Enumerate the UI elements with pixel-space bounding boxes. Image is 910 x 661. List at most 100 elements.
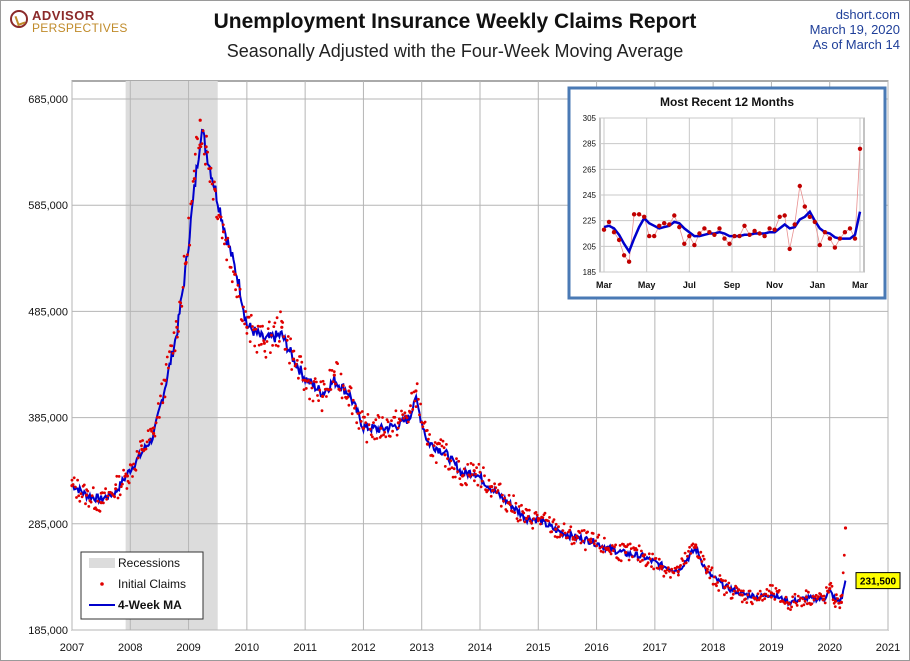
claims-point bbox=[403, 411, 407, 415]
claims-point bbox=[489, 494, 493, 498]
claims-point bbox=[446, 457, 449, 460]
claims-point bbox=[830, 584, 834, 588]
claims-point bbox=[650, 565, 653, 568]
claims-point bbox=[668, 569, 671, 573]
claims-point bbox=[767, 589, 771, 593]
claims-point bbox=[793, 592, 797, 596]
claims-point bbox=[432, 444, 436, 447]
claims-point bbox=[146, 429, 150, 432]
claims-point bbox=[303, 378, 307, 382]
claims-point bbox=[483, 474, 486, 478]
claims-point bbox=[290, 368, 294, 371]
inset-claims-point bbox=[777, 214, 782, 219]
claims-point bbox=[171, 351, 175, 355]
claims-point bbox=[676, 570, 680, 574]
legend-label-recession: Recessions bbox=[118, 556, 180, 570]
claims-point bbox=[682, 562, 686, 566]
claims-point bbox=[423, 420, 427, 424]
source-info: dshort.com March 19, 2020 As of March 14 bbox=[810, 7, 900, 52]
claims-point bbox=[516, 519, 520, 523]
y-tick-label: 485,000 bbox=[28, 306, 68, 318]
claims-point bbox=[578, 531, 582, 534]
claims-point bbox=[456, 470, 459, 474]
claims-point bbox=[156, 402, 160, 405]
claims-point bbox=[350, 412, 354, 416]
claims-point bbox=[241, 319, 244, 323]
claims-point bbox=[637, 544, 641, 548]
claims-point bbox=[340, 396, 344, 400]
claims-point bbox=[170, 344, 174, 348]
claims-point bbox=[103, 491, 106, 495]
claims-point bbox=[77, 494, 81, 498]
claims-point bbox=[374, 418, 378, 422]
claims-point bbox=[104, 487, 107, 491]
claims-point bbox=[710, 566, 714, 570]
claims-point bbox=[601, 550, 605, 554]
claims-point bbox=[414, 405, 418, 408]
claims-point bbox=[349, 386, 353, 390]
claims-point bbox=[295, 359, 299, 362]
claims-point bbox=[192, 177, 196, 181]
claims-point bbox=[613, 545, 616, 549]
claims-point bbox=[511, 510, 514, 513]
claims-point bbox=[569, 525, 573, 529]
claims-point bbox=[594, 539, 597, 543]
claims-point bbox=[367, 423, 371, 427]
inset-claims-point bbox=[717, 226, 722, 231]
claims-point bbox=[339, 372, 343, 376]
claims-point bbox=[592, 542, 596, 545]
claims-point bbox=[675, 565, 679, 569]
claims-point bbox=[552, 518, 556, 521]
inset-claims-point bbox=[812, 219, 817, 225]
claims-point bbox=[589, 537, 593, 541]
claims-point bbox=[591, 532, 595, 535]
claims-point bbox=[525, 508, 529, 512]
claims-point bbox=[400, 409, 403, 413]
claims-point bbox=[805, 602, 809, 606]
inset-claims-point bbox=[857, 146, 863, 151]
claims-point bbox=[807, 590, 810, 594]
inset-x-tick-label: Nov bbox=[766, 280, 783, 290]
claims-point bbox=[804, 589, 808, 593]
claims-point bbox=[336, 362, 339, 365]
claims-point bbox=[303, 367, 307, 370]
claims-point bbox=[232, 270, 235, 273]
claims-point bbox=[786, 607, 790, 610]
claims-point bbox=[393, 415, 397, 419]
claims-point bbox=[163, 378, 167, 382]
claims-point bbox=[254, 327, 258, 331]
legend-swatch-claims bbox=[100, 582, 104, 586]
inset-claims-point bbox=[636, 212, 642, 217]
inset-y-tick-label: 305 bbox=[583, 114, 597, 123]
claims-point bbox=[323, 387, 327, 391]
claims-point bbox=[627, 558, 631, 562]
claims-point bbox=[514, 501, 518, 505]
claims-point bbox=[626, 543, 630, 547]
claims-point bbox=[679, 564, 682, 567]
claims-point bbox=[586, 530, 589, 534]
claims-point bbox=[385, 418, 389, 421]
claims-point bbox=[499, 504, 503, 508]
claims-point bbox=[795, 604, 799, 607]
claims-point bbox=[563, 531, 567, 535]
claims-point bbox=[822, 597, 826, 601]
x-tick-label: 2012 bbox=[351, 642, 375, 654]
claims-point bbox=[479, 485, 483, 489]
claims-point bbox=[470, 473, 474, 476]
claims-point bbox=[147, 438, 151, 442]
claims-point bbox=[726, 584, 730, 588]
claims-point bbox=[672, 571, 676, 575]
claims-point bbox=[686, 554, 689, 558]
inset-y-tick-label: 225 bbox=[583, 217, 597, 226]
inset-claims-point bbox=[837, 236, 843, 241]
claims-point bbox=[204, 145, 208, 149]
claims-point bbox=[571, 536, 575, 540]
claims-point bbox=[698, 556, 702, 559]
claims-point bbox=[402, 416, 406, 420]
claims-point bbox=[328, 368, 332, 372]
claims-point bbox=[100, 491, 104, 495]
claims-point bbox=[418, 413, 421, 417]
claims-point bbox=[119, 485, 123, 488]
claims-point bbox=[417, 397, 420, 401]
inset-claims-point bbox=[682, 241, 687, 246]
